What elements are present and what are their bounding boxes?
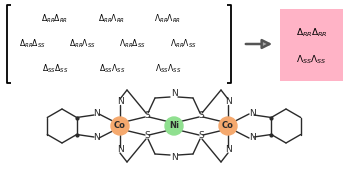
Text: $Δ_{\mathit{RR}}$$Λ_{\mathit{RR}}$: $Δ_{\mathit{RR}}$$Λ_{\mathit{RR}}$ — [98, 13, 126, 25]
Text: N: N — [171, 90, 177, 98]
FancyBboxPatch shape — [280, 9, 343, 81]
Text: $Λ_{\mathit{SS}}$$Λ_{\mathit{SS}}$: $Λ_{\mathit{SS}}$$Λ_{\mathit{SS}}$ — [296, 53, 327, 66]
Text: $Λ_{\mathit{RR}}$$Δ_{\mathit{SS}}$: $Λ_{\mathit{RR}}$$Δ_{\mathit{SS}}$ — [119, 38, 145, 50]
Text: Co: Co — [222, 122, 234, 130]
Circle shape — [111, 117, 129, 135]
Text: $Δ_{\mathit{SS}}$$Δ_{\mathit{SS}}$: $Δ_{\mathit{SS}}$$Δ_{\mathit{SS}}$ — [42, 63, 68, 75]
Text: N: N — [248, 109, 255, 119]
Text: $Δ_{\mathit{RR}}$$Δ_{\mathit{SS}}$: $Δ_{\mathit{RR}}$$Δ_{\mathit{SS}}$ — [18, 38, 46, 50]
Text: Ni: Ni — [169, 122, 179, 130]
Text: N: N — [93, 109, 100, 119]
Text: $Λ_{\mathit{RR}}$$Λ_{\mathit{RR}}$: $Λ_{\mathit{RR}}$$Λ_{\mathit{RR}}$ — [155, 13, 182, 25]
Circle shape — [165, 117, 183, 135]
Text: $Δ_{\mathit{RR}}$$Δ_{\mathit{RR}}$: $Δ_{\mathit{RR}}$$Δ_{\mathit{RR}}$ — [296, 26, 327, 39]
Text: N: N — [117, 146, 124, 154]
Text: $Δ_{\mathit{RR}}$$Λ_{\mathit{SS}}$: $Δ_{\mathit{RR}}$$Λ_{\mathit{SS}}$ — [69, 38, 95, 50]
Text: N: N — [224, 98, 231, 106]
Text: N: N — [224, 146, 231, 154]
Text: $Λ_{\mathit{RR}}$$Λ_{\mathit{SS}}$: $Λ_{\mathit{RR}}$$Λ_{\mathit{SS}}$ — [169, 38, 197, 50]
Text: $Λ_{\mathit{SS}}$$Λ_{\mathit{SS}}$: $Λ_{\mathit{SS}}$$Λ_{\mathit{SS}}$ — [155, 63, 181, 75]
Text: N: N — [171, 153, 177, 163]
Text: $Δ_{\mathit{SS}}$$Λ_{\mathit{SS}}$: $Δ_{\mathit{SS}}$$Λ_{\mathit{SS}}$ — [99, 63, 125, 75]
Text: N: N — [93, 133, 100, 143]
Text: S: S — [144, 112, 150, 121]
Text: $Δ_{\mathit{RR}}$$Δ_{\mathit{RR}}$: $Δ_{\mathit{RR}}$$Δ_{\mathit{RR}}$ — [41, 13, 69, 25]
Text: N: N — [117, 98, 124, 106]
Text: S: S — [198, 112, 204, 121]
Text: S: S — [198, 132, 204, 140]
Circle shape — [219, 117, 237, 135]
Text: N: N — [248, 133, 255, 143]
Text: Co: Co — [114, 122, 126, 130]
Text: S: S — [144, 132, 150, 140]
